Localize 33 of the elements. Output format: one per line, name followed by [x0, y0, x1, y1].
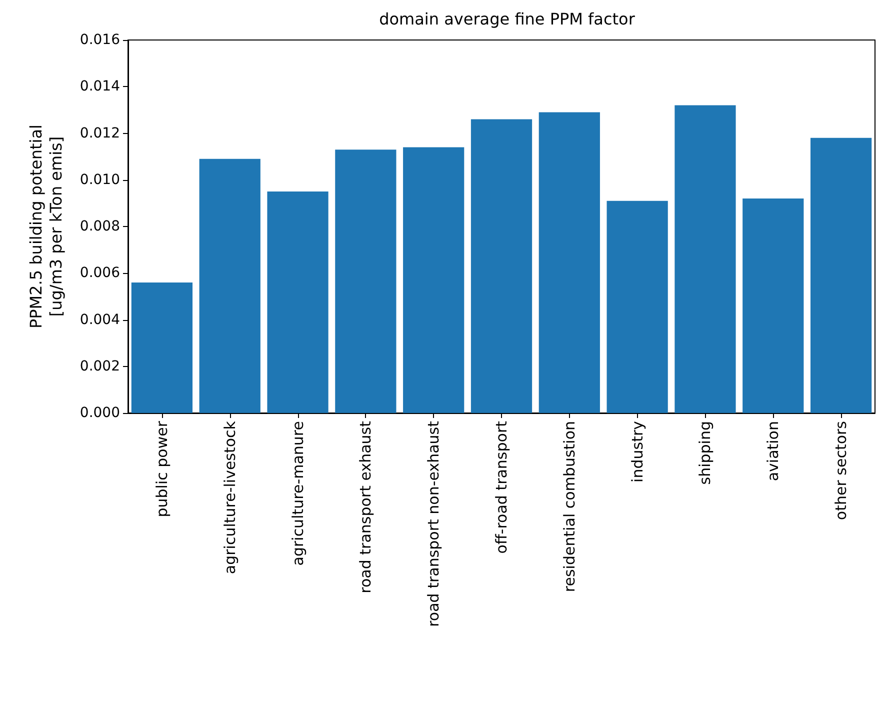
x-tick-label: aviation	[764, 421, 782, 482]
bar	[470, 119, 532, 413]
y-tick-label: 0.008	[80, 218, 120, 234]
y-tick-label: 0.006	[80, 265, 120, 282]
x-tick-label: road transport non-exhaust	[424, 420, 443, 627]
y-tick-label: 0.010	[80, 172, 120, 188]
bar	[674, 105, 736, 413]
bar	[267, 192, 328, 413]
bar	[742, 198, 804, 413]
bar	[810, 138, 872, 413]
x-tick-label: off-road transport	[492, 420, 510, 554]
y-tick-label: 0.012	[80, 125, 120, 142]
y-tick-label: 0.002	[80, 358, 120, 374]
y-tick-label: 0.004	[80, 312, 120, 328]
bar	[606, 200, 668, 413]
x-tick-label: other sectors	[832, 420, 850, 520]
bar	[131, 282, 193, 413]
x-tick-label: shipping	[696, 421, 714, 485]
y-tick-label: 0.016	[80, 32, 120, 48]
y-axis-title: PPM2.5 building potential [ug/m3 per kTon emis]	[26, 124, 66, 328]
x-tick-label: agriculture-livestock	[220, 420, 239, 574]
bar	[403, 147, 464, 413]
y-tick-label: 0.014	[80, 78, 120, 95]
bar	[335, 150, 396, 413]
chart-title: domain average fine PPM factor	[379, 10, 636, 28]
x-tick-label: agriculture-manure	[288, 421, 307, 566]
x-tick-label: public power	[152, 420, 171, 518]
x-tick-label: road transport exhaust	[356, 420, 375, 594]
bar	[538, 112, 600, 413]
y-tick-label: 0.000	[80, 405, 120, 421]
x-tick-label: residential combustion	[560, 421, 578, 592]
x-tick-label: industry	[628, 420, 646, 482]
bar	[199, 158, 260, 413]
